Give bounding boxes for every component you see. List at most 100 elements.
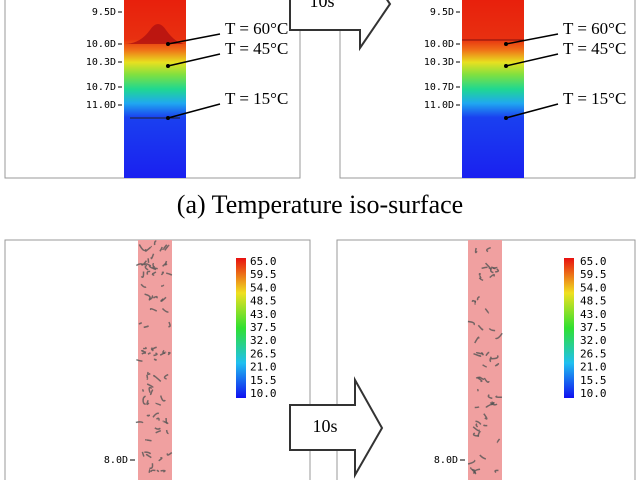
colorbar-label: 43.0 bbox=[250, 308, 277, 321]
pointer-arrow bbox=[167, 33, 221, 45]
colorbar-label: 15.5 bbox=[580, 374, 607, 387]
streak bbox=[153, 374, 162, 382]
colorbar bbox=[564, 258, 574, 398]
annotation: T = 15°C bbox=[563, 89, 626, 108]
axis-tick-label: 10.7D bbox=[424, 82, 454, 93]
axis-tick-label: 9.5D bbox=[430, 7, 454, 18]
streak bbox=[494, 469, 499, 474]
streak bbox=[144, 264, 149, 271]
streak bbox=[153, 358, 158, 361]
annotation: T = 45°C bbox=[563, 39, 626, 58]
streak bbox=[474, 247, 478, 254]
colorbar-label: 10.0 bbox=[580, 387, 607, 400]
streak bbox=[135, 421, 144, 424]
annotation: T = 15°C bbox=[225, 89, 288, 108]
streak bbox=[494, 363, 500, 367]
streak bbox=[150, 469, 156, 473]
streak bbox=[167, 351, 171, 356]
streak bbox=[475, 420, 482, 425]
streak bbox=[143, 263, 147, 266]
colorbar-label: 54.0 bbox=[250, 281, 277, 294]
streak bbox=[472, 426, 480, 432]
streak bbox=[164, 260, 168, 266]
streak bbox=[479, 454, 486, 460]
streak bbox=[148, 386, 153, 393]
streak bbox=[153, 240, 157, 246]
streak bbox=[165, 429, 169, 435]
streak bbox=[136, 358, 143, 362]
streak bbox=[151, 273, 155, 276]
axis-tick-label: 10.0D bbox=[424, 39, 454, 50]
colorbar bbox=[236, 258, 246, 398]
streak bbox=[151, 271, 157, 275]
streak bbox=[160, 469, 166, 473]
streak bbox=[164, 244, 170, 251]
vortex-streaks bbox=[135, 240, 503, 475]
streak bbox=[478, 273, 482, 276]
axis-tick-label: 10.7D bbox=[86, 82, 116, 93]
streak bbox=[160, 296, 167, 303]
streak bbox=[474, 406, 480, 409]
streak bbox=[482, 364, 487, 368]
column bbox=[468, 240, 502, 480]
streak bbox=[485, 262, 492, 270]
colorbar-label: 43.0 bbox=[580, 308, 607, 321]
pointer-head bbox=[504, 42, 508, 46]
time-arrow bbox=[289, 0, 392, 52]
colorbar-label: 37.5 bbox=[250, 321, 277, 334]
time-arrow bbox=[289, 376, 384, 479]
streak bbox=[152, 295, 158, 299]
axis-tick-label: 10.0D bbox=[86, 39, 116, 50]
pointer-head bbox=[504, 64, 508, 68]
streak bbox=[475, 423, 479, 428]
streak bbox=[489, 356, 492, 363]
streak bbox=[154, 427, 161, 430]
streak bbox=[138, 322, 143, 325]
streak bbox=[472, 432, 480, 437]
streak bbox=[142, 389, 145, 392]
streak bbox=[145, 263, 152, 267]
pointer-arrow bbox=[505, 103, 559, 119]
streak bbox=[149, 308, 158, 312]
streak bbox=[474, 468, 481, 475]
streak bbox=[141, 352, 147, 355]
streak bbox=[146, 399, 150, 406]
streak bbox=[148, 295, 154, 301]
streak bbox=[144, 451, 152, 455]
streak bbox=[495, 395, 502, 398]
colorbar-label: 48.5 bbox=[580, 295, 607, 308]
streak bbox=[160, 271, 165, 276]
streak bbox=[152, 263, 155, 267]
streak bbox=[140, 283, 147, 288]
streak bbox=[166, 272, 173, 276]
annotation: T = 45°C bbox=[225, 39, 288, 58]
streak bbox=[484, 308, 490, 314]
streak bbox=[476, 295, 480, 301]
colorbar-label: 59.5 bbox=[250, 268, 277, 281]
pointer-arrow bbox=[505, 53, 559, 67]
streak bbox=[144, 245, 152, 253]
colorbar-label: 54.0 bbox=[580, 281, 607, 294]
streak bbox=[489, 273, 495, 279]
pointer-head bbox=[504, 116, 508, 120]
streak bbox=[496, 438, 501, 444]
streak bbox=[477, 377, 483, 383]
streak bbox=[475, 351, 483, 355]
streak bbox=[483, 377, 490, 383]
streak bbox=[488, 328, 496, 332]
streak bbox=[490, 266, 496, 270]
colorbar-label: 21.0 bbox=[580, 361, 607, 374]
streak bbox=[166, 451, 173, 456]
streak bbox=[155, 429, 162, 434]
pointer-arrow bbox=[505, 33, 559, 45]
streak bbox=[162, 244, 168, 251]
streak bbox=[487, 394, 493, 400]
streak bbox=[489, 401, 498, 406]
pointer-head bbox=[166, 116, 170, 120]
streak bbox=[467, 459, 476, 465]
streak bbox=[141, 451, 145, 457]
colorbar-label: 10.0 bbox=[250, 387, 277, 400]
colorbar-label: 59.5 bbox=[580, 268, 607, 281]
streak bbox=[467, 320, 476, 326]
